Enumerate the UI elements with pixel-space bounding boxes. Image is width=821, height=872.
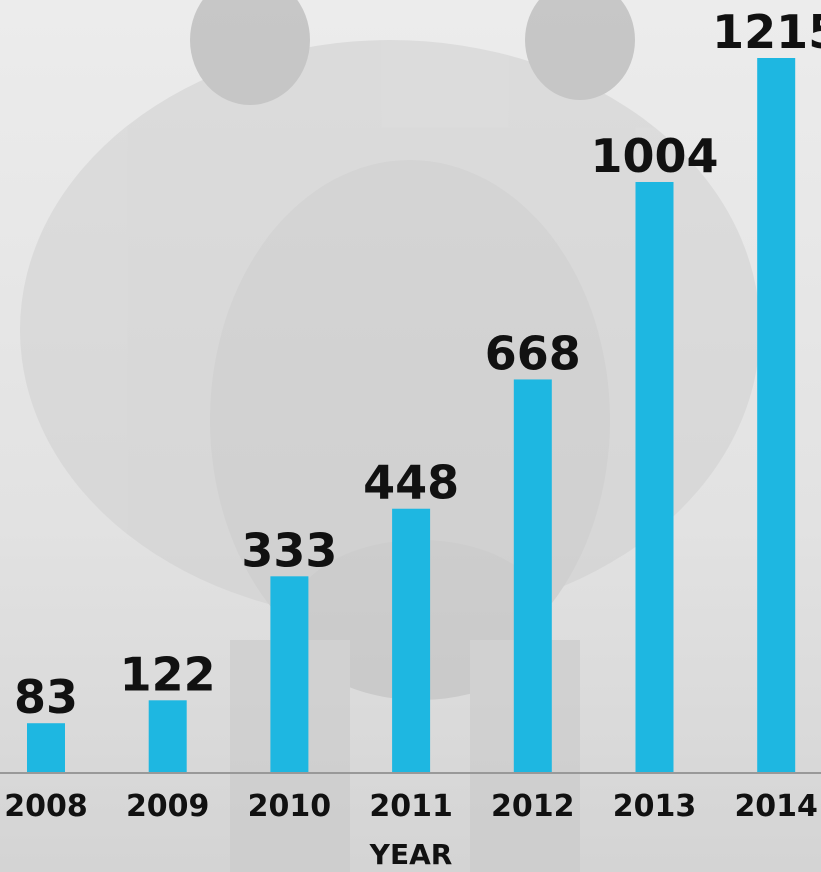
bar — [27, 723, 65, 772]
value-label: 448 — [363, 456, 459, 510]
x-tick-label: 2010 — [248, 789, 332, 824]
x-axis-label: YEAR — [369, 838, 453, 871]
value-label: 668 — [485, 326, 581, 380]
bar — [270, 576, 308, 772]
x-tick-label: 2012 — [491, 789, 575, 824]
x-tick-label: 2014 — [734, 789, 818, 824]
x-tick-label: 2011 — [369, 789, 453, 824]
x-tick-label: 2013 — [613, 789, 697, 824]
bar — [392, 509, 430, 772]
bar — [514, 379, 552, 772]
x-tick-label: 2008 — [4, 789, 88, 824]
x-tick-label: 2009 — [126, 789, 210, 824]
chart: YEAR 83 2008 122 2009 333 2010 448 2011 668 2012 1… — [0, 0, 821, 872]
bar — [757, 58, 795, 772]
value-label: 83 — [14, 670, 78, 724]
page: {"chart_data": {"type": "bar", "x_label"… — [0, 0, 821, 872]
bar — [149, 700, 187, 772]
value-label: 122 — [120, 647, 216, 701]
value-label: 1004 — [590, 129, 718, 183]
bar — [636, 182, 674, 772]
value-label: 1215 — [712, 5, 821, 59]
value-label: 333 — [241, 523, 337, 577]
